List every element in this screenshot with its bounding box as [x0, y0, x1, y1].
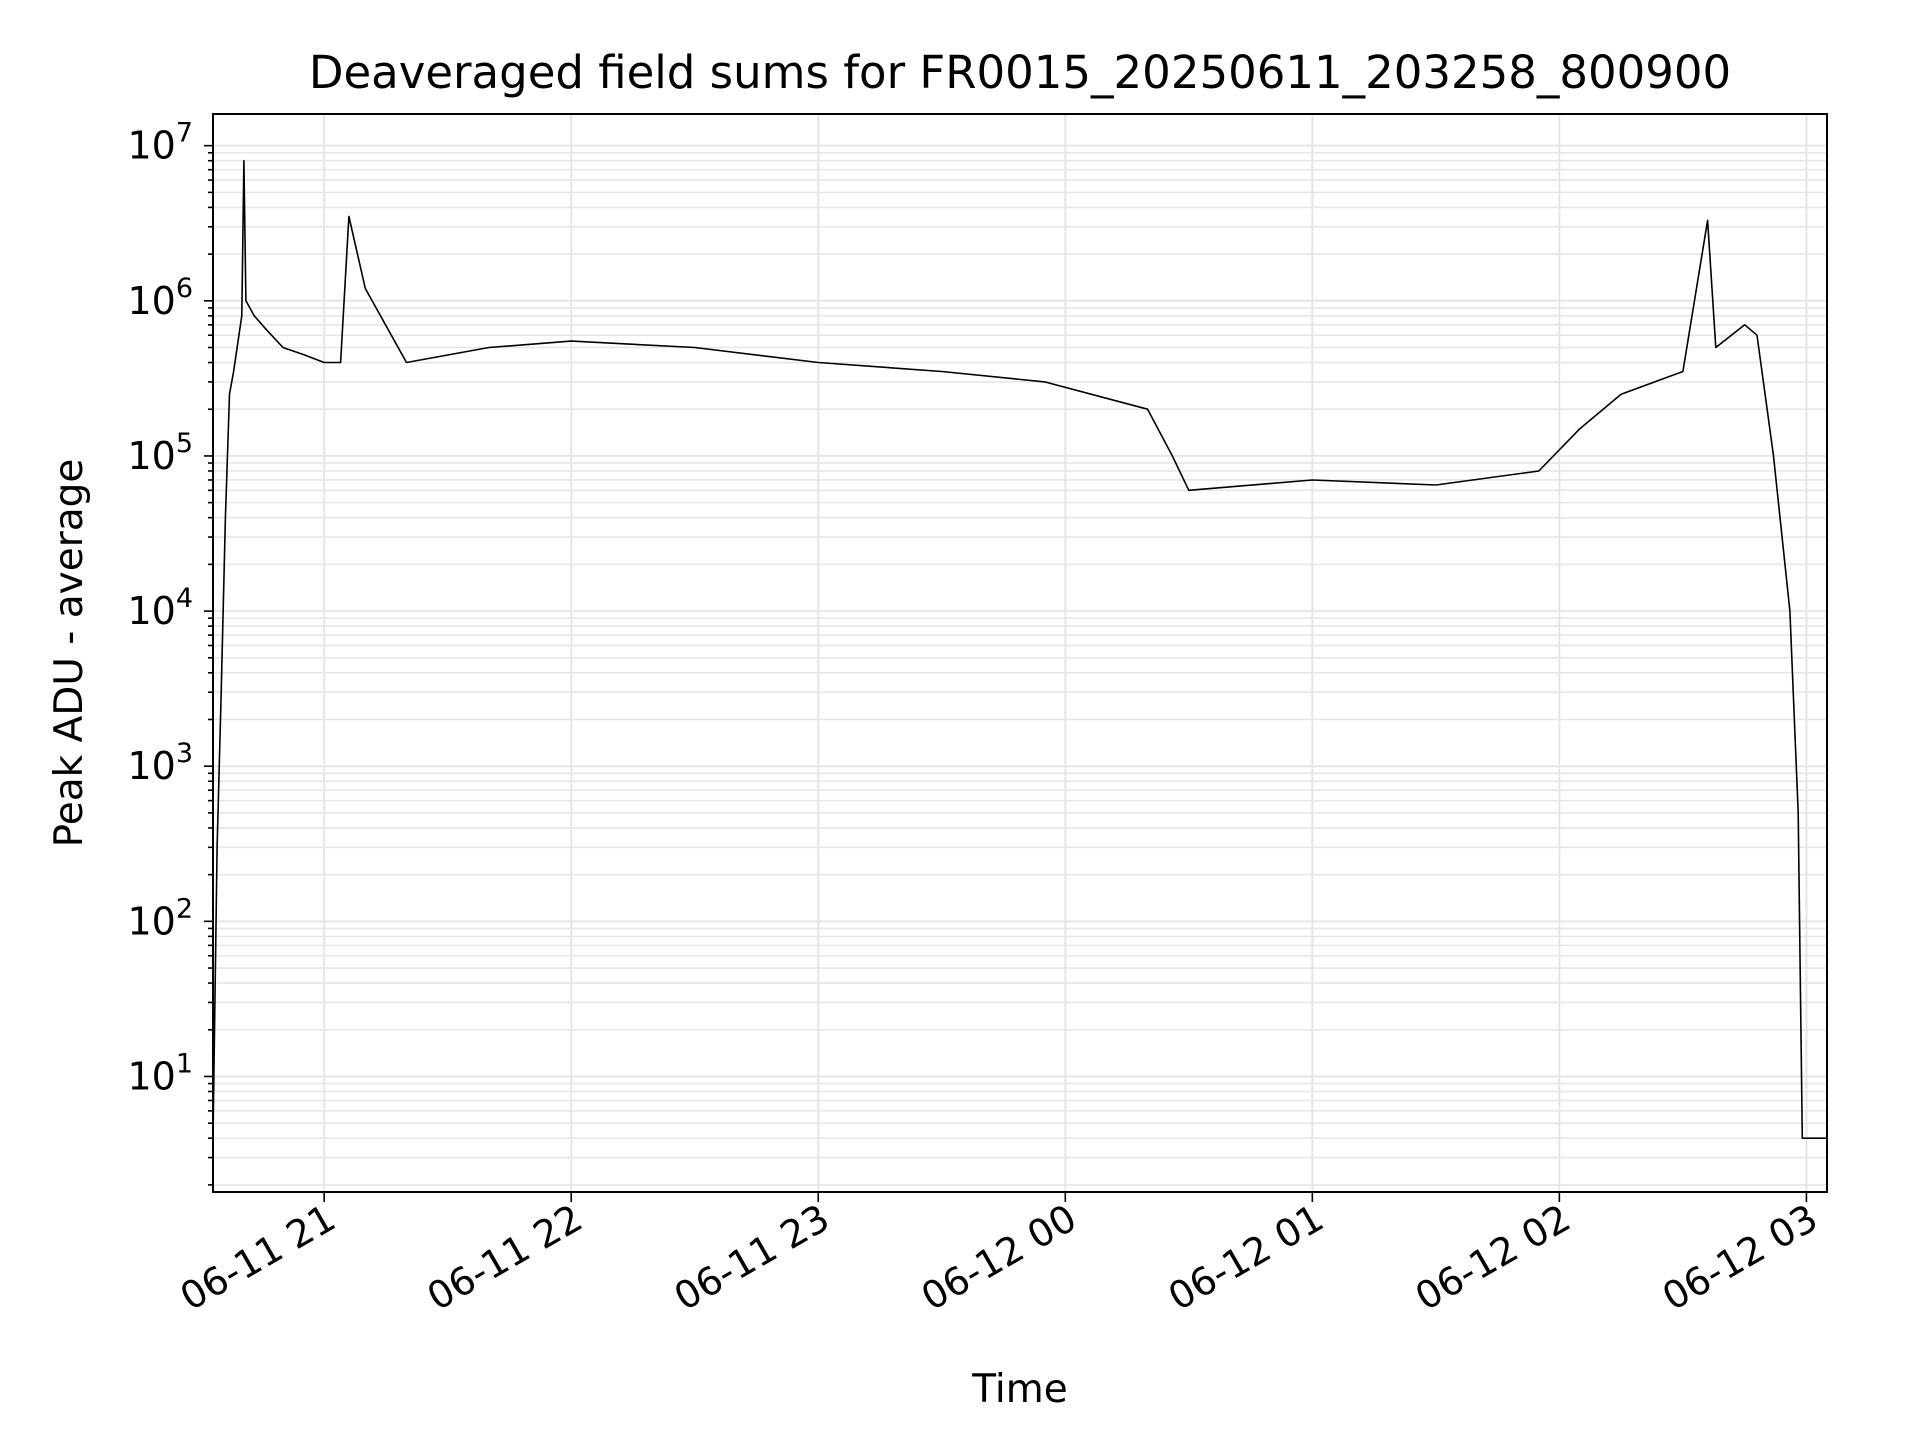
y-tick-base: 10	[127, 279, 175, 323]
chart-title: Deaveraged field sums for FR0015_2025061…	[309, 46, 1731, 99]
grid	[213, 114, 1827, 1192]
plot-frame	[212, 113, 1828, 1193]
y-tick-label: 107	[127, 118, 193, 168]
y-tick-exponent: 7	[176, 118, 193, 149]
x-tick-label: 06-12 01	[1161, 1196, 1331, 1320]
y-tick-label: 106	[127, 273, 193, 323]
y-tick-label: 103	[127, 738, 193, 788]
y-tick-base: 10	[127, 124, 175, 168]
y-tick-base: 10	[127, 744, 175, 788]
y-axis-label: Peak ADU - average	[47, 459, 92, 848]
y-tick-label: 105	[127, 428, 193, 478]
x-tick-label: 06-12 00	[914, 1196, 1084, 1320]
y-tick-exponent: 1	[176, 1048, 193, 1079]
y-tick-exponent: 4	[176, 583, 193, 614]
y-tick-exponent: 6	[176, 273, 193, 304]
y-tick-exponent: 3	[176, 738, 193, 769]
x-tick-label: 06-11 21	[173, 1196, 343, 1320]
y-tick-label: 104	[127, 583, 193, 633]
x-axis-label: Time	[971, 1367, 1067, 1412]
y-tick-exponent: 5	[176, 428, 193, 459]
y-tick-label: 101	[127, 1048, 193, 1098]
y-tick-base: 10	[127, 434, 175, 478]
y-tick-exponent: 2	[176, 893, 193, 924]
y-tick-base: 10	[127, 899, 175, 943]
x-tick-label: 06-12 03	[1655, 1196, 1825, 1320]
series	[212, 159, 1827, 1139]
x-tick-label: 06-11 23	[667, 1196, 837, 1320]
series-line	[212, 159, 1827, 1139]
y-tick-base: 10	[127, 589, 175, 633]
y-tick-label: 102	[127, 893, 193, 943]
y-tick-base: 10	[127, 1054, 175, 1098]
x-tick-label: 06-11 22	[420, 1196, 590, 1320]
x-tick-label: 06-12 02	[1408, 1196, 1578, 1320]
